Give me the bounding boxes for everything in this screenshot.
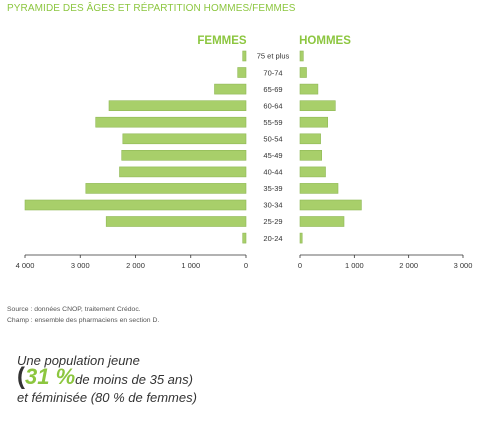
age-group-label: 40-44 <box>263 168 282 177</box>
population-pyramid-chart: FEMMES HOMMES 75 et plus 70-74 65-69 60-64 5… <box>16 35 473 270</box>
femmes-label: FEMMES <box>197 35 247 47</box>
source-note: Source : données CNOP, traitement Crédoc… <box>7 304 159 326</box>
hommes-bar-45-49 <box>299 150 323 161</box>
femmes-tick-label: 0 <box>244 261 248 270</box>
hommes-bar-55-59 <box>299 116 329 128</box>
femmes-bar-45-49 <box>121 150 247 161</box>
percent-figure: 31 % <box>25 364 76 389</box>
hommes-bar-20-24 <box>299 232 303 244</box>
age-group-label: 75 et plus <box>257 52 290 61</box>
age-group-label: 55-59 <box>263 118 282 127</box>
hommes-bar-35-39 <box>299 183 339 194</box>
finding-line-1: Une population jeune <box>17 353 140 368</box>
source-line: Source : données CNOP, traitement Crédoc… <box>7 306 141 313</box>
finding-line-2: ( 31 % de moins de 35 ans) <box>17 363 197 390</box>
hommes-bar-75-et-plus <box>299 50 304 62</box>
femmes-bar-30-34 <box>24 199 247 211</box>
femmes-bar-70-74 <box>237 67 247 78</box>
hommes-bar-25-29 <box>299 216 345 227</box>
hommes-tick-label: 3 000 <box>454 261 473 270</box>
hommes-bar-60-64 <box>299 100 336 111</box>
femmes-tick-label: 1 000 <box>181 261 200 270</box>
femmes-bar-75-et-plus <box>242 50 247 62</box>
femmes-tick-label: 2 000 <box>126 261 145 270</box>
femmes-bar-40-44 <box>119 166 247 178</box>
femmes-bar-60-64 <box>108 100 247 111</box>
age-group-label: 45-49 <box>263 151 282 160</box>
age-group-label: 50-54 <box>263 134 282 143</box>
finding-line-3: et féminisée (80 % de femmes) <box>17 390 197 405</box>
hommes-tick-label: 0 <box>298 261 302 270</box>
age-group-label: 35-39 <box>263 184 282 193</box>
hommes-bar-50-54 <box>299 133 321 145</box>
hommes-bar-40-44 <box>299 166 326 178</box>
femmes-bar-20-24 <box>242 232 247 244</box>
femmes-bar-55-59 <box>95 116 247 128</box>
femmes-tick-label: 3 000 <box>71 261 90 270</box>
femmes-bar-25-29 <box>105 216 247 227</box>
femmes-bar-35-39 <box>85 183 247 194</box>
key-finding: Une population jeune ( 31 % de moins de … <box>17 352 197 407</box>
age-group-label: 20-24 <box>263 234 282 243</box>
finding-line-2-rest: de moins de 35 ans) <box>75 372 193 387</box>
age-group-label: 65-69 <box>263 85 282 94</box>
femmes-bar-65-69 <box>214 83 247 95</box>
age-group-label: 30-34 <box>263 201 282 210</box>
age-group-label: 25-29 <box>263 217 282 226</box>
femmes-tick-label: 4 000 <box>16 261 35 270</box>
femmes-bar-50-54 <box>122 133 247 145</box>
hommes-label: HOMMES <box>299 35 351 47</box>
age-group-label: 60-64 <box>263 101 282 110</box>
hommes-bar-65-69 <box>299 83 319 95</box>
hommes-tick-label: 2 000 <box>399 261 418 270</box>
open-paren: ( <box>17 363 25 390</box>
hommes-tick-label: 1 000 <box>345 261 364 270</box>
hommes-bar-70-74 <box>299 67 307 78</box>
hommes-bar-30-34 <box>299 199 362 211</box>
scope-line: Champ : ensemble des pharmaciens en sect… <box>7 317 160 324</box>
chart-title: PYRAMIDE DES ÂGES ET RÉPARTITION HOMMES/… <box>7 3 296 14</box>
age-group-label: 70-74 <box>263 68 282 77</box>
